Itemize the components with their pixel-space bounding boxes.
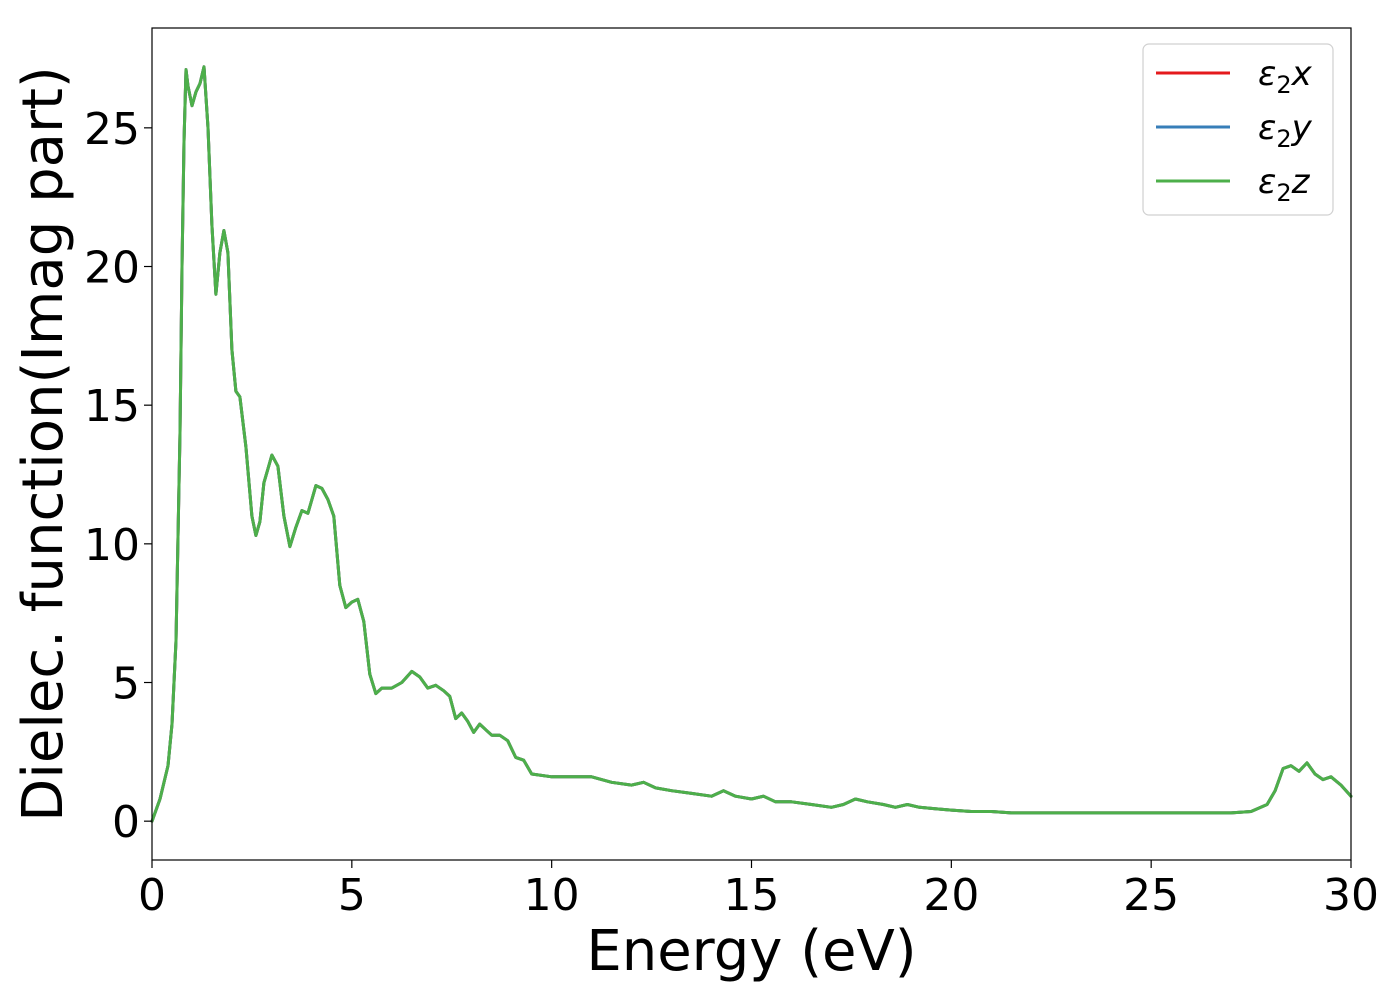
series-line-z bbox=[150, 65, 1353, 823]
legend-label-y: ε2y bbox=[1258, 108, 1313, 153]
x-tick-label: 30 bbox=[1323, 870, 1379, 921]
y-tick-label: 10 bbox=[84, 520, 140, 571]
x-axis-ticks: 0 5 10 15 20 25 30 bbox=[138, 860, 1379, 921]
y-tick-label: 25 bbox=[84, 104, 140, 155]
x-tick-label: 15 bbox=[724, 870, 780, 921]
x-tick-label: 20 bbox=[923, 870, 979, 921]
legend-label-z: ε2z bbox=[1258, 162, 1311, 207]
y-tick-label: 5 bbox=[112, 659, 140, 710]
legend-label-x: ε2x bbox=[1258, 54, 1313, 99]
y-axis-ticks: 0 5 10 15 20 25 bbox=[84, 104, 152, 848]
x-axis-label: Energy (eV) bbox=[586, 919, 916, 984]
y-axis-label: Dielec. function(Imag part) bbox=[11, 66, 76, 822]
legend: ε2x ε2y ε2z bbox=[1142, 43, 1334, 216]
series-layer bbox=[150, 65, 1353, 823]
y-tick-label: 0 bbox=[112, 797, 140, 848]
x-tick-label: 5 bbox=[338, 870, 366, 921]
x-tick-label: 0 bbox=[138, 870, 166, 921]
y-tick-label: 20 bbox=[84, 243, 140, 294]
x-tick-label: 10 bbox=[524, 870, 580, 921]
x-tick-label: 25 bbox=[1123, 870, 1179, 921]
legend-frame bbox=[1142, 43, 1334, 216]
y-tick-label: 15 bbox=[84, 381, 140, 432]
